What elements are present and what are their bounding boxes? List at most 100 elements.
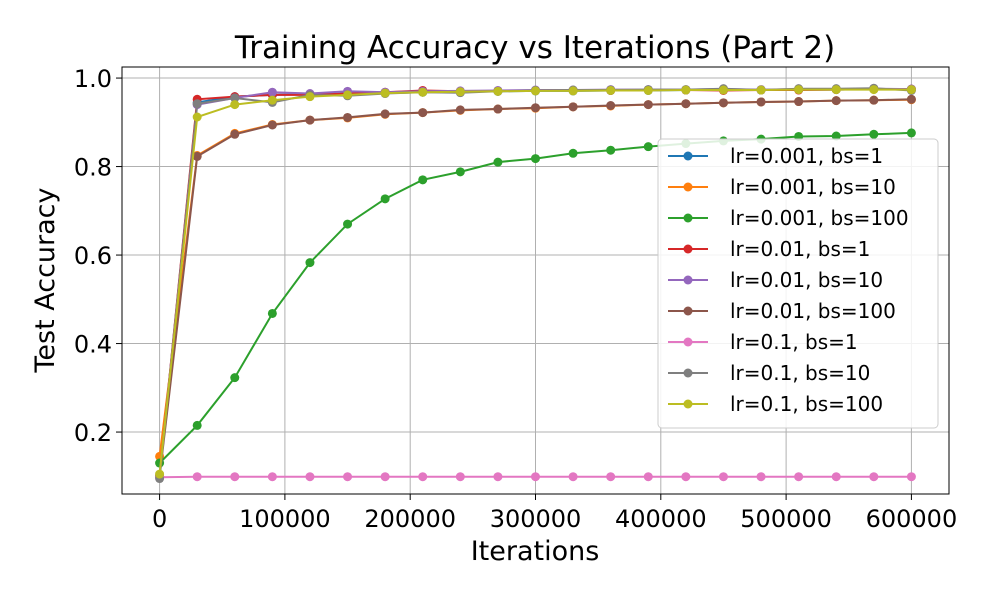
data-point [906,128,916,138]
legend-label: lr=0.001, bs=1 [730,144,883,168]
data-point [418,472,428,482]
legend-swatch-marker [683,275,693,285]
y-tick-label: 0.8 [74,154,112,182]
data-point [869,85,879,95]
series-layer [155,83,916,484]
legend-label: lr=0.01, bs=1 [730,237,870,261]
data-point [568,148,578,158]
data-point [418,108,428,118]
data-point [531,86,540,96]
data-point [681,472,691,482]
data-point [230,100,240,110]
y-tick-label: 1.0 [74,65,112,93]
data-point [643,100,653,110]
data-point [418,175,428,185]
data-point [831,85,841,95]
data-point [869,129,879,139]
data-point [831,472,841,482]
data-point [455,105,465,115]
x-axis: 0 100000 200000 300000 400000 500000 600000 [152,494,957,533]
data-point [230,472,240,482]
legend-label: lr=0.001, bs=100 [730,206,909,230]
chart-title: Training Accuracy vs Iterations (Part 2) [234,30,835,66]
data-point [906,472,916,482]
data-point [192,472,202,482]
data-point [606,472,616,482]
data-point [568,472,578,482]
data-point [493,86,503,96]
data-point [869,95,879,105]
data-point [906,85,916,95]
legend-swatch-marker [683,399,693,409]
data-point [606,145,616,155]
x-tick-label: 600000 [866,505,958,533]
series-9 [155,85,916,479]
data-point [267,120,277,130]
legend-item: lr=0.1, bs=1 [668,330,858,354]
data-point [493,157,503,167]
data-point [568,86,578,96]
data-point [230,129,240,139]
data-point [380,194,390,204]
data-point [192,420,202,430]
legend-swatch-marker [683,306,693,316]
data-point [230,373,240,383]
data-point [531,103,540,113]
data-point [493,472,503,482]
legend-label: lr=0.001, bs=10 [730,175,896,199]
legend: lr=0.001, bs=1 lr=0.001, bs=10 lr=0.001, b… [657,138,939,429]
data-point [493,104,503,114]
data-point [192,99,202,109]
x-tick-label: 300000 [490,505,582,533]
data-point [756,472,766,482]
legend-item: lr=0.01, bs=100 [668,299,896,323]
data-point [531,472,540,482]
data-point [267,472,277,482]
legend-item: lr=0.1, bs=10 [668,361,870,385]
legend-item: lr=0.01, bs=1 [668,237,870,261]
y-tick-label: 0.2 [74,419,112,447]
x-axis-label: Iterations [471,536,600,567]
y-tick-label: 0.6 [74,242,112,270]
y-axis: 0.2 0.4 0.6 0.8 1.0 [74,65,122,447]
legend-label: lr=0.01, bs=10 [730,268,883,292]
data-point [869,472,879,482]
data-point [343,90,353,100]
x-tick-label: 200000 [364,505,456,533]
data-point [831,96,841,106]
data-point [455,87,465,97]
data-point [305,472,315,482]
data-point [681,85,691,95]
data-point [606,100,616,110]
data-point [192,151,202,161]
data-point [643,472,653,482]
data-point [681,99,691,109]
data-point [643,85,653,95]
data-point [606,85,616,95]
legend-swatch-marker [683,182,693,192]
data-point [343,472,353,482]
legend-swatch-marker [683,368,693,378]
x-tick-label: 100000 [239,505,331,533]
legend-box [657,138,939,429]
data-point [305,258,315,268]
data-point [380,472,390,482]
legend-item: lr=0.001, bs=10 [668,175,896,199]
legend-label: lr=0.1, bs=100 [730,392,883,416]
data-point [794,97,804,107]
legend-item: lr=0.01, bs=10 [668,268,883,292]
data-point [305,92,315,102]
data-point [267,95,277,105]
data-point [267,87,277,97]
data-point [380,88,390,98]
data-point [343,219,353,229]
data-point [831,131,841,141]
legend-item: lr=0.1, bs=100 [668,392,883,416]
data-point [230,93,240,103]
legend-swatch-marker [683,213,693,223]
data-point [455,472,465,482]
legend-item: lr=0.001, bs=1 [668,144,883,168]
x-tick-label: 400000 [615,505,707,533]
data-point [380,109,390,119]
